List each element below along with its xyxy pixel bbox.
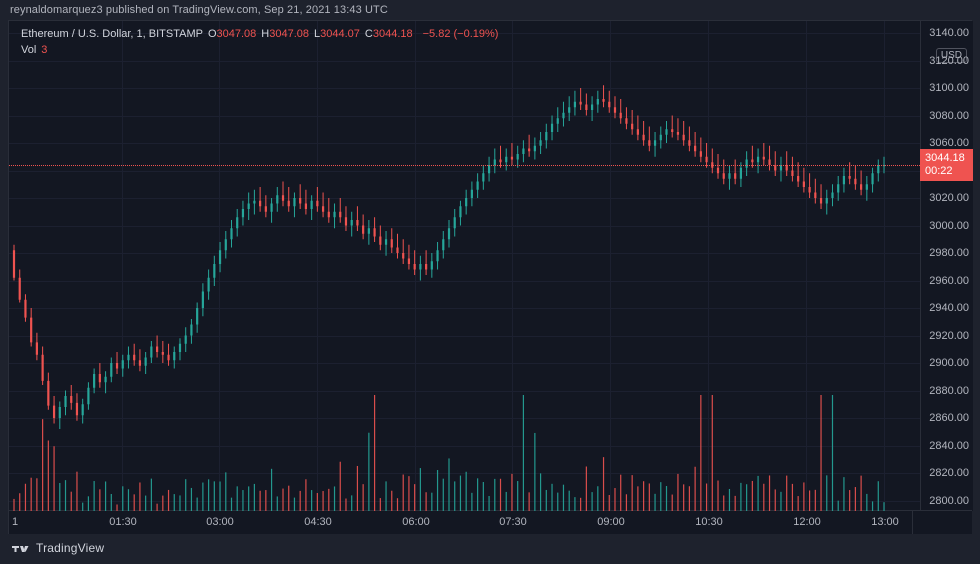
price-axis-tick: 3020.00 <box>929 192 969 204</box>
time-axis-label: 07:30 <box>499 516 527 528</box>
time-axis[interactable]: 1 01:30 03:00 04:30 06:00 07:30 09:00 10:30 12:0… <box>8 510 972 534</box>
price-axis-tick: 2820.00 <box>929 467 969 479</box>
grid-line-horizontal <box>9 88 920 89</box>
grid-line-vertical <box>610 21 611 511</box>
chart-plot-area[interactable] <box>9 21 920 511</box>
time-axis-corner <box>912 511 973 534</box>
time-axis-label: 12:00 <box>793 516 821 528</box>
grid-line-horizontal <box>9 225 920 227</box>
currency-badge: USD <box>935 48 967 63</box>
grid-line-vertical <box>122 21 123 511</box>
publish-attribution: reynaldomarquez3 published on TradingVie… <box>10 4 388 16</box>
time-axis-label: 03:00 <box>206 516 234 528</box>
grid-line-horizontal <box>9 308 920 309</box>
price-axis-tick: 3120.00 <box>929 54 969 67</box>
time-axis-label: 06:00 <box>402 516 430 528</box>
time-axis-label: 09:00 <box>597 516 625 528</box>
grid-line-vertical <box>317 21 318 511</box>
grid-line-horizontal <box>9 143 920 144</box>
grid-line-horizontal <box>9 198 920 199</box>
grid-line-horizontal <box>9 473 920 474</box>
time-axis-label: 1 <box>11 516 19 528</box>
price-axis-tick: 3000.00 <box>929 219 969 232</box>
price-axis-tick: 3140.00 <box>929 27 969 39</box>
price-axis-tick: 2960.00 <box>929 274 969 287</box>
grid-line-vertical <box>884 21 885 511</box>
grid-line-horizontal <box>9 418 920 419</box>
grid-line-horizontal <box>9 33 920 34</box>
tradingview-logo-icon <box>12 546 29 552</box>
price-axis-tick: 3100.00 <box>929 82 969 94</box>
price-axis-tick: 2860.00 <box>929 412 969 424</box>
current-price-value: 3044.18 <box>925 151 965 164</box>
chart-panel[interactable]: Ethereum / U.S. Dollar, 1, BITSTAMP O3047… <box>8 20 973 511</box>
candlestick-series <box>12 85 886 511</box>
grid-line-horizontal <box>9 390 920 392</box>
price-axis-tick: 3080.00 <box>929 109 969 122</box>
grid-line-vertical <box>512 21 513 511</box>
grid-line-horizontal <box>9 335 920 337</box>
price-axis-tick: 3060.00 <box>929 137 969 149</box>
price-axis-tick: 2840.00 <box>929 439 969 452</box>
grid-line-horizontal <box>9 363 920 364</box>
price-axis-tick: 2940.00 <box>929 302 969 314</box>
current-price-badge: 3044.18 00:22 <box>920 148 973 181</box>
grid-line-vertical <box>708 21 709 511</box>
grid-line-horizontal <box>9 115 920 117</box>
time-axis-label: 04:30 <box>304 516 332 528</box>
current-price-line <box>9 164 920 166</box>
price-axis-tick: 2880.00 <box>929 384 969 397</box>
grid-line-horizontal <box>9 170 920 172</box>
price-axis[interactable]: USD 3044.18 00:22 3140.00 3120.00 3100.00 3… <box>920 21 973 511</box>
price-axis-tick: 2900.00 <box>929 357 969 369</box>
price-axis-tick: 2980.00 <box>929 247 969 259</box>
grid-line-horizontal <box>9 445 920 447</box>
grid-line-horizontal <box>9 253 920 254</box>
bar-countdown: 00:22 <box>925 164 953 177</box>
grid-line-horizontal <box>9 60 920 62</box>
grid-line-vertical <box>806 21 807 511</box>
price-axis-tick: 2800.00 <box>929 494 969 507</box>
tradingview-wordmark: TradingView <box>36 541 105 555</box>
grid-line-horizontal <box>9 280 920 282</box>
grid-line-vertical <box>219 21 220 511</box>
time-axis-label: 01:30 <box>109 516 137 528</box>
time-axis-label: 13:00 <box>871 516 899 528</box>
footer-branding: TradingView <box>12 541 104 555</box>
time-axis-label: 10:30 <box>695 516 723 528</box>
price-axis-tick: 2920.00 <box>929 329 969 342</box>
grid-line-horizontal <box>9 500 920 502</box>
